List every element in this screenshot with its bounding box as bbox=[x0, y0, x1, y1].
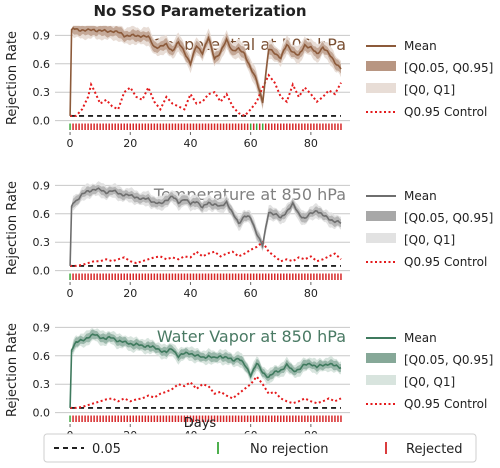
y-tick-label: 0.6 bbox=[33, 58, 51, 71]
y-tick-label: 0.3 bbox=[33, 86, 51, 99]
legend-swatch-quantile-band bbox=[366, 61, 396, 71]
x-tick-label: 60 bbox=[244, 287, 258, 300]
y-tick-label: 0.0 bbox=[33, 265, 51, 278]
x-tick-label: 40 bbox=[183, 287, 197, 300]
y-tick-label: 0.9 bbox=[33, 179, 51, 192]
x-tick-label: 0 bbox=[67, 137, 74, 150]
panel-legend: Mean [Q0.05, Q0.95] [Q0, Q1] Q0.95 Control bbox=[366, 331, 493, 411]
bottom-legend: 0.05 No rejection Rejected bbox=[43, 433, 477, 463]
y-tick-label: 0.0 bbox=[33, 115, 51, 128]
y-axis-label: Rejection Rate bbox=[5, 31, 20, 125]
figure-title: No SSO Parameterization bbox=[93, 2, 306, 20]
legend-label-mean: Mean bbox=[404, 189, 437, 203]
control-q95-line bbox=[70, 240, 342, 267]
y-tick-label: 0.6 bbox=[33, 208, 51, 221]
x-tick-label: 60 bbox=[244, 137, 258, 150]
legend-label-rejected: Rejected bbox=[406, 442, 463, 457]
legend-swatch-range-band bbox=[366, 375, 396, 385]
quantile-band bbox=[70, 184, 341, 267]
quantile-band bbox=[70, 25, 341, 117]
legend-label-mean: Mean bbox=[404, 39, 437, 53]
legend-swatch-range-band bbox=[366, 233, 396, 243]
control-q95-line bbox=[70, 73, 342, 118]
legend-label-control: Q0.95 Control bbox=[404, 255, 487, 269]
mean-line bbox=[69, 333, 342, 408]
legend-swatch-quantile-band bbox=[366, 353, 396, 363]
panel-legend: Mean [Q0.05, Q0.95] [Q0, Q1] Q0.95 Control bbox=[366, 189, 493, 269]
mean-line bbox=[69, 187, 342, 266]
legend-label-control: Q0.95 Control bbox=[404, 105, 487, 119]
legend-label-quantile-band: [Q0.05, Q0.95] bbox=[404, 211, 493, 225]
legend-label-range-band: [Q0, Q1] bbox=[404, 83, 455, 97]
y-tick-label: 0.6 bbox=[33, 350, 51, 363]
panel-legend: Mean [Q0.05, Q0.95] [Q0, Q1] Q0.95 Control bbox=[366, 39, 493, 119]
panel-3: Water Vapor at 850 hPa0.00.30.60.9020406… bbox=[5, 321, 493, 442]
y-tick-label: 0.3 bbox=[33, 378, 51, 391]
legend-label-no-rejection: No rejection bbox=[250, 442, 329, 457]
control-q95-line bbox=[70, 374, 342, 409]
quantile-band bbox=[70, 329, 341, 409]
panel-title: Water Vapor at 850 hPa bbox=[157, 327, 346, 346]
y-tick-label: 0.9 bbox=[33, 29, 51, 42]
y-tick-label: 0.9 bbox=[33, 321, 51, 334]
panel-2: Temperature at 850 hPa 0.0 0.3 0.6 0.9 0 20 40 6… bbox=[5, 179, 493, 300]
x-tick-label: 80 bbox=[304, 287, 318, 300]
y-tick-label: 0.3 bbox=[33, 236, 51, 249]
legend-label-threshold: 0.05 bbox=[92, 442, 121, 457]
legend-label-range-band: [Q0, Q1] bbox=[404, 233, 455, 247]
x-tick-label: 0 bbox=[67, 287, 74, 300]
legend-label-range-band: [Q0, Q1] bbox=[404, 375, 455, 389]
y-tick-label: 0.0 bbox=[33, 407, 51, 420]
mean-line bbox=[69, 27, 342, 116]
x-tick-label: 80 bbox=[304, 137, 318, 150]
y-axis-label: Rejection Rate bbox=[5, 323, 20, 417]
x-axis-label: Days bbox=[184, 416, 217, 431]
legend-swatch-range-band bbox=[366, 83, 396, 93]
panel-title: Temperature at 850 hPa bbox=[153, 185, 346, 204]
legend-label-mean: Mean bbox=[404, 331, 437, 345]
legend-swatch-quantile-band bbox=[366, 211, 396, 221]
x-tick-label: 20 bbox=[123, 137, 137, 150]
y-axis-label: Rejection Rate bbox=[5, 181, 20, 275]
bottom-legend-frame bbox=[43, 433, 477, 463]
range-band bbox=[70, 181, 341, 267]
x-tick-label: 40 bbox=[183, 137, 197, 150]
x-tick-label: 20 bbox=[123, 287, 137, 300]
legend-label-quantile-band: [Q0.05, Q0.95] bbox=[404, 61, 493, 75]
legend-label-quantile-band: [Q0.05, Q0.95] bbox=[404, 353, 493, 367]
legend-label-control: Q0.95 Control bbox=[404, 397, 487, 411]
